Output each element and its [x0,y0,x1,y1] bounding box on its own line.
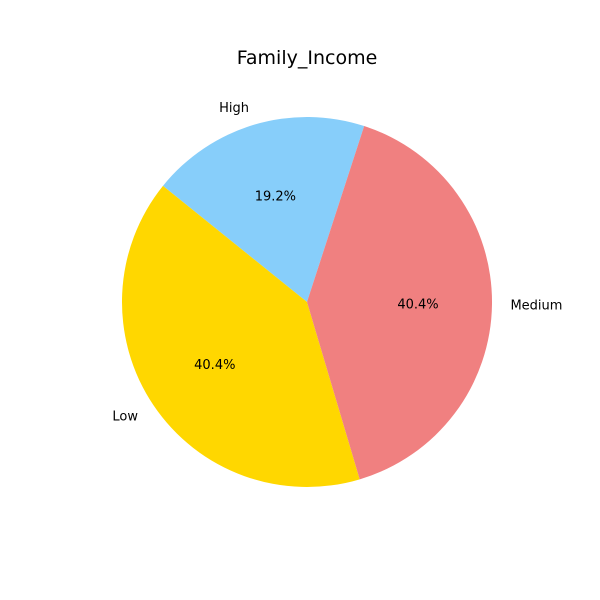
slice-label-medium: Medium [510,299,562,314]
pie-slice-low [121,185,360,488]
chart-title: Family_Income [237,47,378,69]
slice-label-low: Low [112,409,138,424]
slice-label-high: High [219,101,249,116]
slices-group [121,116,493,488]
pct-label-medium: 40.4% [397,297,438,312]
pie-slice-high [162,116,365,302]
labels-group: 19.2% High 40.4% Low 40.4% Medium [112,101,562,424]
pct-label-high: 19.2% [255,190,296,205]
pct-label-low: 40.4% [194,358,235,373]
pie-slice-medium [307,126,493,480]
